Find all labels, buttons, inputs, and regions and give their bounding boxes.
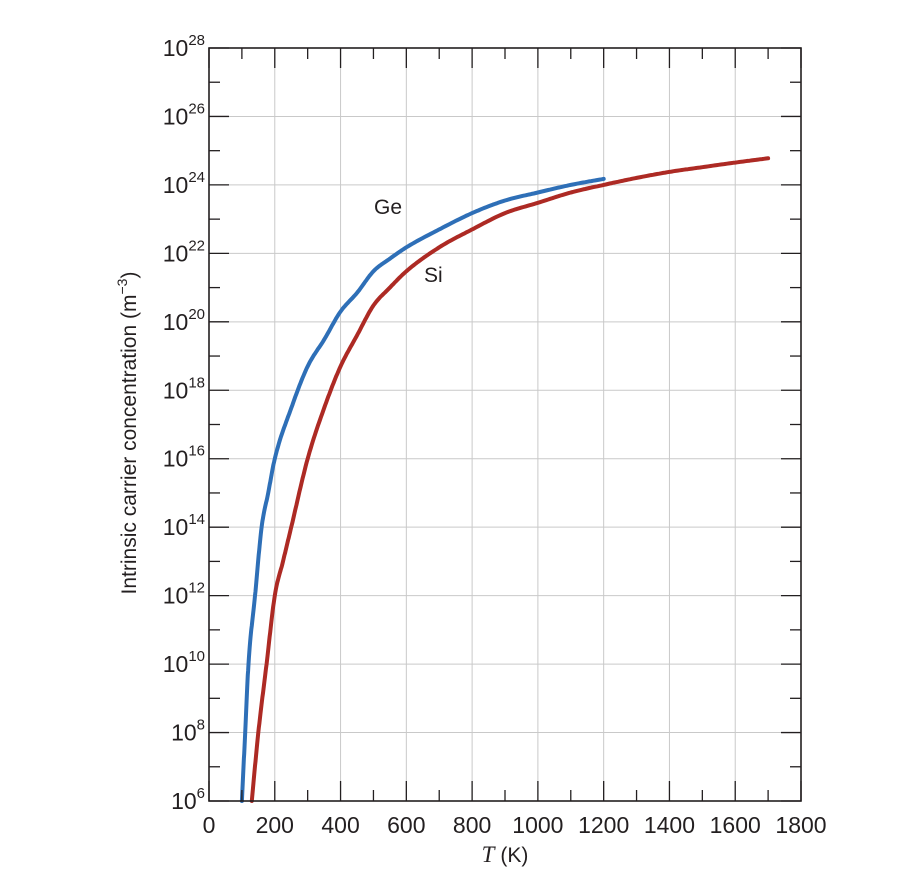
- series-lines: [239, 156, 771, 803]
- x-tick-label: 1800: [775, 812, 826, 838]
- x-axis-label: T (K): [482, 842, 529, 867]
- x-tick-label: 400: [321, 812, 359, 838]
- y-axis-label-text: Intrinsic carrier concentration (m: [118, 295, 141, 595]
- x-tick-label: 600: [387, 812, 425, 838]
- y-tick-label: 1022: [163, 237, 205, 266]
- x-tick-label: 0: [203, 812, 216, 838]
- x-axis-variable: T: [482, 842, 497, 867]
- x-tick-label: 1600: [710, 812, 761, 838]
- series-label-ge: Ge: [374, 196, 402, 219]
- y-tick-label: 108: [171, 717, 205, 746]
- grid: [209, 48, 801, 801]
- y-tick-label: 1016: [163, 443, 205, 472]
- y-tick-label: 1012: [163, 580, 205, 609]
- y-tick-label: 1010: [163, 648, 205, 677]
- x-tick-labels: 0 200 400 600 800 1000 1200 1400 1600 1800: [203, 812, 827, 838]
- series-line-si: [249, 156, 771, 803]
- x-tick-label: 1400: [644, 812, 695, 838]
- x-tick-label: 800: [453, 812, 491, 838]
- y-tick-label: 1014: [163, 511, 205, 540]
- series-line-ge: [239, 176, 606, 803]
- x-axis-unit: (K): [500, 844, 528, 867]
- y-tick-labels: 106 108 1010 1012 1014 1016 1018 1020 1022 1024 10…: [163, 32, 205, 814]
- y-tick-label: 106: [171, 785, 205, 814]
- x-tick-label: 1200: [578, 812, 629, 838]
- y-tick-label: 1028: [163, 32, 205, 61]
- y-tick-label: 1018: [163, 374, 205, 403]
- plot-frame: [208, 47, 802, 802]
- tick-marks: [208, 47, 802, 802]
- series-label-si: Si: [424, 264, 443, 287]
- x-tick-label: 200: [256, 812, 294, 838]
- y-axis-unit-exponent: −3: [114, 278, 130, 294]
- y-tick-label: 1026: [163, 100, 205, 129]
- y-axis-label-close: ): [118, 272, 141, 279]
- y-axis-label: Intrinsic carrier concentration (m−3): [114, 272, 141, 595]
- y-tick-label: 1020: [163, 306, 205, 335]
- x-tick-label: 1000: [512, 812, 563, 838]
- y-tick-label: 1024: [163, 169, 205, 198]
